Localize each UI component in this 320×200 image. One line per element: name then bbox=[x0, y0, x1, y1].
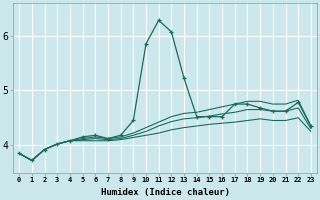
X-axis label: Humidex (Indice chaleur): Humidex (Indice chaleur) bbox=[100, 188, 229, 197]
